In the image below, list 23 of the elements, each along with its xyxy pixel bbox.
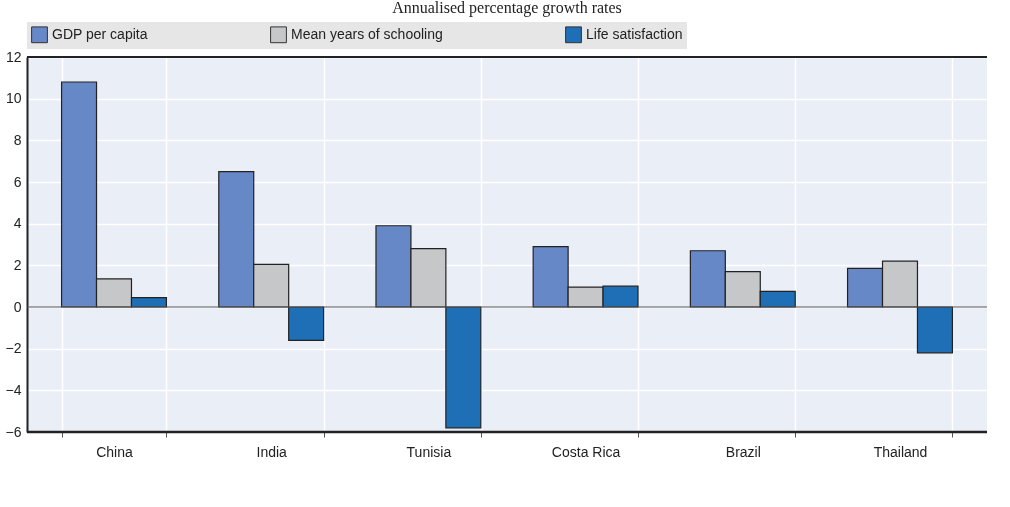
y-tick-label: 0 bbox=[13, 298, 22, 315]
y-tick-label: 6 bbox=[13, 173, 22, 190]
x-tick-label: Thailand bbox=[873, 443, 928, 460]
y-tick-label: 8 bbox=[13, 131, 22, 148]
legend-label: Mean years of schooling bbox=[291, 25, 443, 42]
bar bbox=[288, 306, 325, 341]
bar bbox=[445, 306, 482, 429]
y-tick-label: −6 bbox=[5, 423, 22, 440]
x-tick-label: Tunisia bbox=[406, 443, 452, 460]
y-tick-label: −4 bbox=[5, 381, 22, 398]
y-tick-label: 12 bbox=[5, 48, 22, 65]
legend-label: Life satisfaction bbox=[586, 25, 683, 42]
x-tick-label: Brazil bbox=[725, 443, 761, 460]
x-tick-label: Costa Rica bbox=[551, 443, 621, 460]
legend-label: GDP per capita bbox=[52, 25, 148, 42]
bar bbox=[916, 306, 954, 354]
x-tick-label: China bbox=[96, 443, 133, 460]
y-tick-label: 2 bbox=[13, 256, 22, 273]
y-tick-label: 4 bbox=[13, 215, 22, 232]
y-tick-label: −2 bbox=[5, 340, 22, 357]
chart-subtitle: Annualised percentage growth rates bbox=[392, 0, 622, 17]
y-tick-label: 10 bbox=[5, 90, 22, 107]
x-tick-label: India bbox=[256, 443, 288, 460]
